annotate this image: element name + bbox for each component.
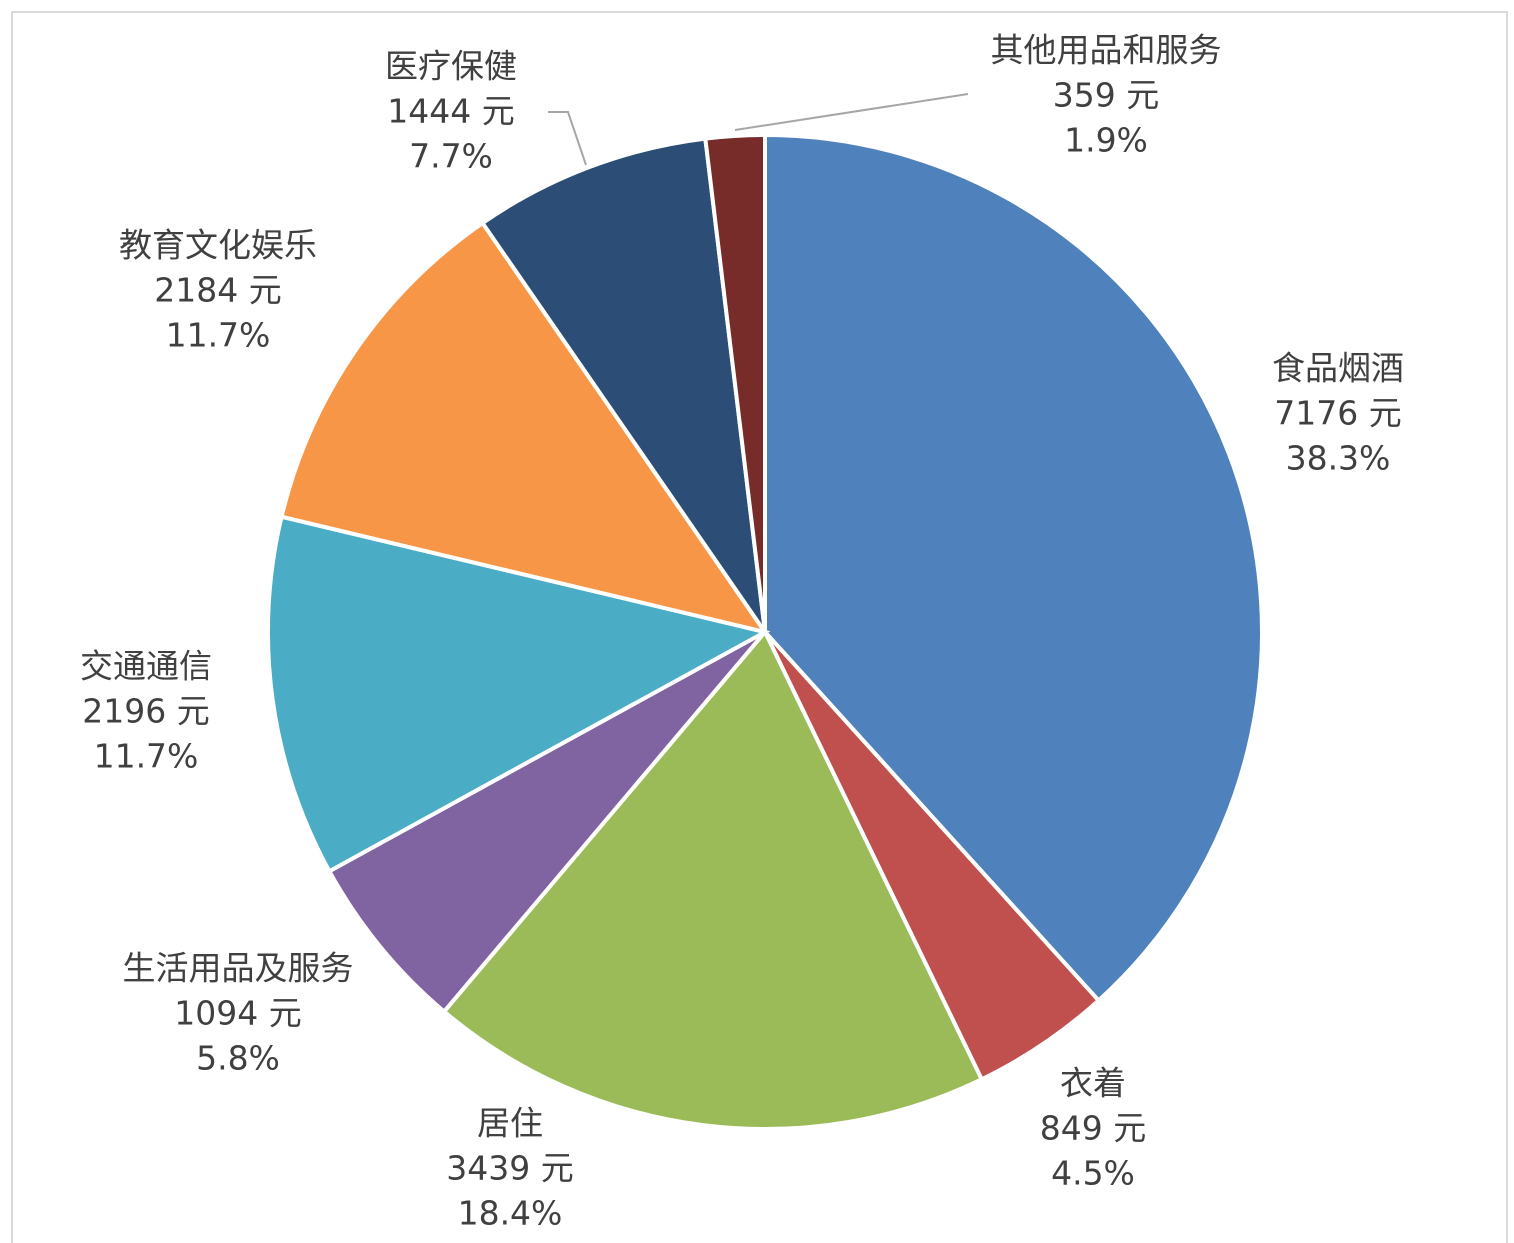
slice-category-label: 教育文化娱乐 <box>119 226 317 265</box>
slice-share-label: 11.7% <box>94 737 199 776</box>
pie-slice <box>763 132 1264 1004</box>
slice-value-label: 849 元 <box>1040 1109 1146 1148</box>
pie-slice <box>441 628 985 1131</box>
pie-slice <box>703 132 767 633</box>
slice-share-label: 38.3% <box>1286 439 1391 478</box>
slice-value-label: 359 元 <box>1053 76 1159 115</box>
leader-line <box>734 93 969 131</box>
slice-value-label: 7176 元 <box>1274 394 1401 433</box>
slice-value-label: 3439 元 <box>446 1149 573 1188</box>
slice-category-label: 居住 <box>477 1104 543 1143</box>
slice-share-label: 1.9% <box>1064 121 1148 160</box>
slice-share-label: 11.7% <box>166 316 271 355</box>
pie-slice <box>326 630 767 1015</box>
slice-category-label: 医疗保健 <box>385 47 517 86</box>
pie-slice <box>266 514 771 874</box>
slice-value-label: 2184 元 <box>154 271 281 310</box>
pie-slice <box>479 136 767 634</box>
slice-category-label: 衣着 <box>1060 1064 1126 1103</box>
slice-value-label: 2196 元 <box>82 692 209 731</box>
slice-category-label: 其他用品和服务 <box>991 31 1222 70</box>
slice-share-label: 18.4% <box>458 1194 563 1233</box>
slice-category-label: 生活用品及服务 <box>123 949 354 988</box>
slice-category-label: 食品烟酒 <box>1272 349 1404 388</box>
slice-value-label: 1094 元 <box>174 994 301 1033</box>
slice-category-label: 交通通信 <box>80 647 212 686</box>
slice-share-label: 7.7% <box>409 137 493 176</box>
pie-slice <box>279 220 770 636</box>
leader-line <box>548 111 587 166</box>
slice-value-label: 1444 元 <box>387 92 514 131</box>
slice-share-label: 4.5% <box>1051 1154 1135 1193</box>
slice-share-label: 5.8% <box>196 1039 280 1078</box>
